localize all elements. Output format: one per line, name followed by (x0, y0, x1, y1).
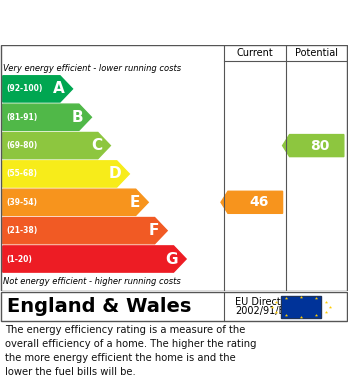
Text: 2002/91/EC: 2002/91/EC (235, 306, 291, 316)
Text: 80: 80 (310, 138, 330, 152)
Text: England & Wales: England & Wales (7, 297, 191, 316)
Text: Energy Efficiency Rating: Energy Efficiency Rating (10, 13, 239, 32)
Text: (81-91): (81-91) (6, 113, 38, 122)
Text: Very energy efficient - lower running costs: Very energy efficient - lower running co… (3, 64, 182, 73)
Text: (21-38): (21-38) (6, 226, 38, 235)
Text: Not energy efficient - higher running costs: Not energy efficient - higher running co… (3, 277, 181, 286)
Text: F: F (149, 223, 159, 238)
Text: B: B (72, 110, 83, 125)
Text: G: G (165, 251, 178, 267)
Polygon shape (3, 76, 72, 102)
Text: The energy efficiency rating is a measure of the
overall efficiency of a home. T: The energy efficiency rating is a measur… (5, 325, 257, 377)
Bar (281, 296, 321, 318)
Text: (69-80): (69-80) (6, 141, 38, 150)
Polygon shape (221, 191, 283, 213)
Text: C: C (91, 138, 102, 153)
Text: D: D (109, 167, 121, 181)
Text: 46: 46 (249, 195, 268, 209)
Text: (39-54): (39-54) (6, 198, 37, 207)
Text: (92-100): (92-100) (6, 84, 43, 93)
Bar (281, 296, 321, 318)
Text: Potential: Potential (295, 48, 338, 58)
Polygon shape (283, 135, 344, 157)
Polygon shape (3, 246, 186, 272)
Polygon shape (3, 189, 148, 215)
Polygon shape (3, 133, 110, 159)
Polygon shape (3, 104, 92, 130)
Text: E: E (130, 195, 140, 210)
Text: (1-20): (1-20) (6, 255, 32, 264)
Text: (55-68): (55-68) (6, 169, 37, 178)
Text: A: A (53, 81, 64, 97)
Polygon shape (3, 217, 167, 244)
Polygon shape (3, 161, 129, 187)
Text: EU Directive: EU Directive (235, 297, 295, 307)
Text: Current: Current (237, 48, 274, 58)
